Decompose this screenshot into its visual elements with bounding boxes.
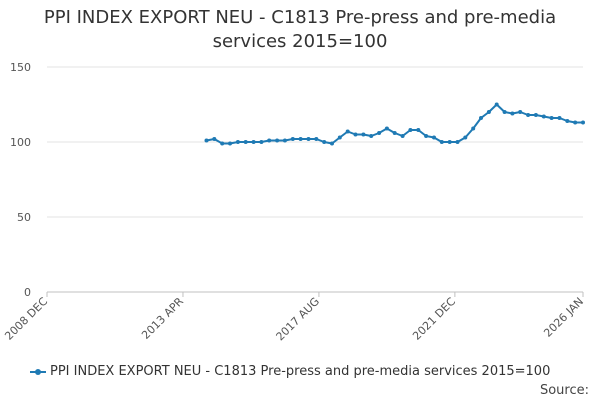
plot-area xyxy=(205,103,586,146)
y-axis: 0 50 100 150 xyxy=(10,61,31,299)
data-point xyxy=(244,140,248,144)
data-point xyxy=(212,137,216,141)
x-axis: 2008 DEC 2013 APR 2017 AUG 2021 DEC 2026 JAN xyxy=(2,292,586,343)
y-tick-label: 50 xyxy=(17,211,31,224)
data-point xyxy=(534,113,538,117)
data-point xyxy=(408,128,412,132)
data-point xyxy=(354,133,358,137)
data-point xyxy=(361,133,365,137)
data-point xyxy=(416,128,420,132)
data-point xyxy=(526,113,530,117)
data-point xyxy=(495,103,499,107)
data-point xyxy=(291,137,295,141)
x-tick-label: 2013 APR xyxy=(139,295,186,342)
data-point xyxy=(471,127,475,131)
x-tick-label: 2017 AUG xyxy=(274,295,323,344)
data-point xyxy=(346,130,350,134)
data-point xyxy=(448,140,452,144)
legend-swatch xyxy=(30,367,46,377)
source-label: Source: xyxy=(540,383,589,398)
data-point xyxy=(322,140,326,144)
data-point xyxy=(581,121,585,125)
data-point xyxy=(338,136,342,140)
data-point xyxy=(424,134,428,138)
data-point xyxy=(299,137,303,141)
data-point xyxy=(220,142,224,146)
data-point xyxy=(385,127,389,131)
data-point xyxy=(314,137,318,141)
data-point xyxy=(440,140,444,144)
data-point xyxy=(432,136,436,140)
data-point xyxy=(205,139,209,143)
y-tick-label: 150 xyxy=(10,61,31,74)
data-point xyxy=(401,134,405,138)
gridlines xyxy=(47,67,583,217)
legend[interactable]: PPI INDEX EXPORT NEU - C1813 Pre-press a… xyxy=(30,364,550,379)
data-point xyxy=(259,140,263,144)
data-point xyxy=(228,142,232,146)
legend-label: PPI INDEX EXPORT NEU - C1813 Pre-press a… xyxy=(50,364,550,379)
x-tick-label: 2021 DEC xyxy=(410,295,458,343)
data-point xyxy=(518,110,522,114)
data-point xyxy=(565,119,569,123)
data-point xyxy=(456,140,460,144)
data-point xyxy=(252,140,256,144)
data-point xyxy=(369,134,373,138)
data-point xyxy=(510,112,514,116)
data-point xyxy=(275,139,279,143)
series-line xyxy=(207,105,584,144)
data-point xyxy=(463,136,467,140)
data-point xyxy=(307,137,311,141)
data-point xyxy=(283,139,287,143)
y-tick-label: 0 xyxy=(24,286,31,299)
x-tick-label: 2026 JAN xyxy=(541,295,586,340)
data-point xyxy=(573,121,577,125)
data-point xyxy=(377,131,381,135)
data-point xyxy=(542,115,546,119)
data-point xyxy=(558,116,562,120)
y-tick-label: 100 xyxy=(10,136,31,149)
data-point xyxy=(479,116,483,120)
data-point xyxy=(393,131,397,135)
x-tick-label: 2008 DEC xyxy=(2,295,50,343)
data-point xyxy=(487,110,491,114)
data-point xyxy=(503,110,507,114)
data-point xyxy=(330,142,334,146)
data-point xyxy=(267,139,271,143)
data-point xyxy=(236,140,240,144)
data-point xyxy=(550,116,554,120)
